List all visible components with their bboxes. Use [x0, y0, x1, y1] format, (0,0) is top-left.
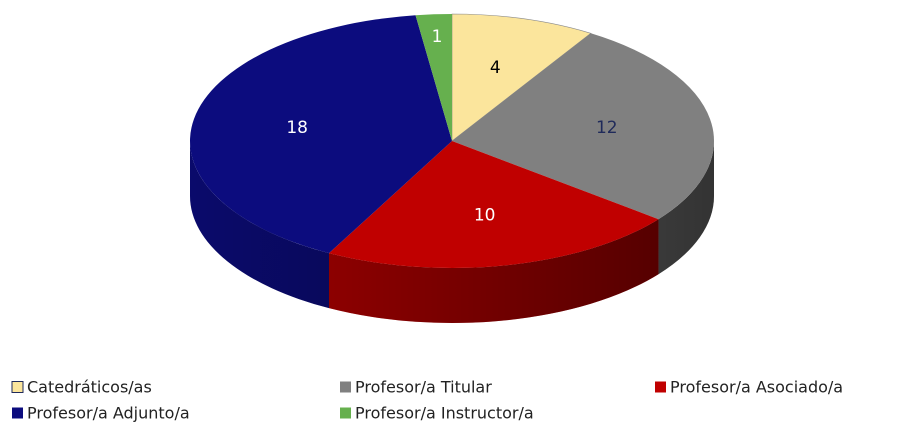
legend-swatch [11, 381, 24, 393]
slice [190, 15, 452, 254]
slice [328, 141, 659, 268]
slice-side-shade [328, 219, 659, 323]
legend-swatch [655, 381, 666, 393]
slice-side-shade [658, 141, 714, 275]
legend: Catedráticos/as Profesor/a Titular Profeso… [11, 378, 843, 423]
legend-label: Profesor/a Titular [355, 378, 492, 397]
data-label: 12 [596, 118, 618, 138]
slice [415, 14, 452, 141]
legend-swatch [340, 407, 351, 419]
legend-label: Profesor/a Asociado/a [670, 378, 843, 397]
legend-swatch [340, 381, 351, 393]
legend-label: Catedráticos/as [27, 378, 152, 397]
data-label: 18 [286, 118, 308, 138]
data-label: 1 [432, 27, 443, 47]
slice [451, 13, 592, 142]
data-label: 10 [474, 206, 496, 226]
legend-label: Profesor/a Adjunto/a [27, 404, 190, 423]
legend-label: Profesor/a Instructor/a [355, 404, 534, 423]
slice [452, 33, 714, 220]
pie-labels: 4 12 10 18 1 [286, 27, 617, 225]
pie-sides [189, 141, 714, 323]
legend-swatch [12, 407, 23, 419]
slice-side-shade [189, 141, 329, 309]
pie-tops [190, 13, 714, 268]
data-label: 4 [490, 58, 501, 78]
